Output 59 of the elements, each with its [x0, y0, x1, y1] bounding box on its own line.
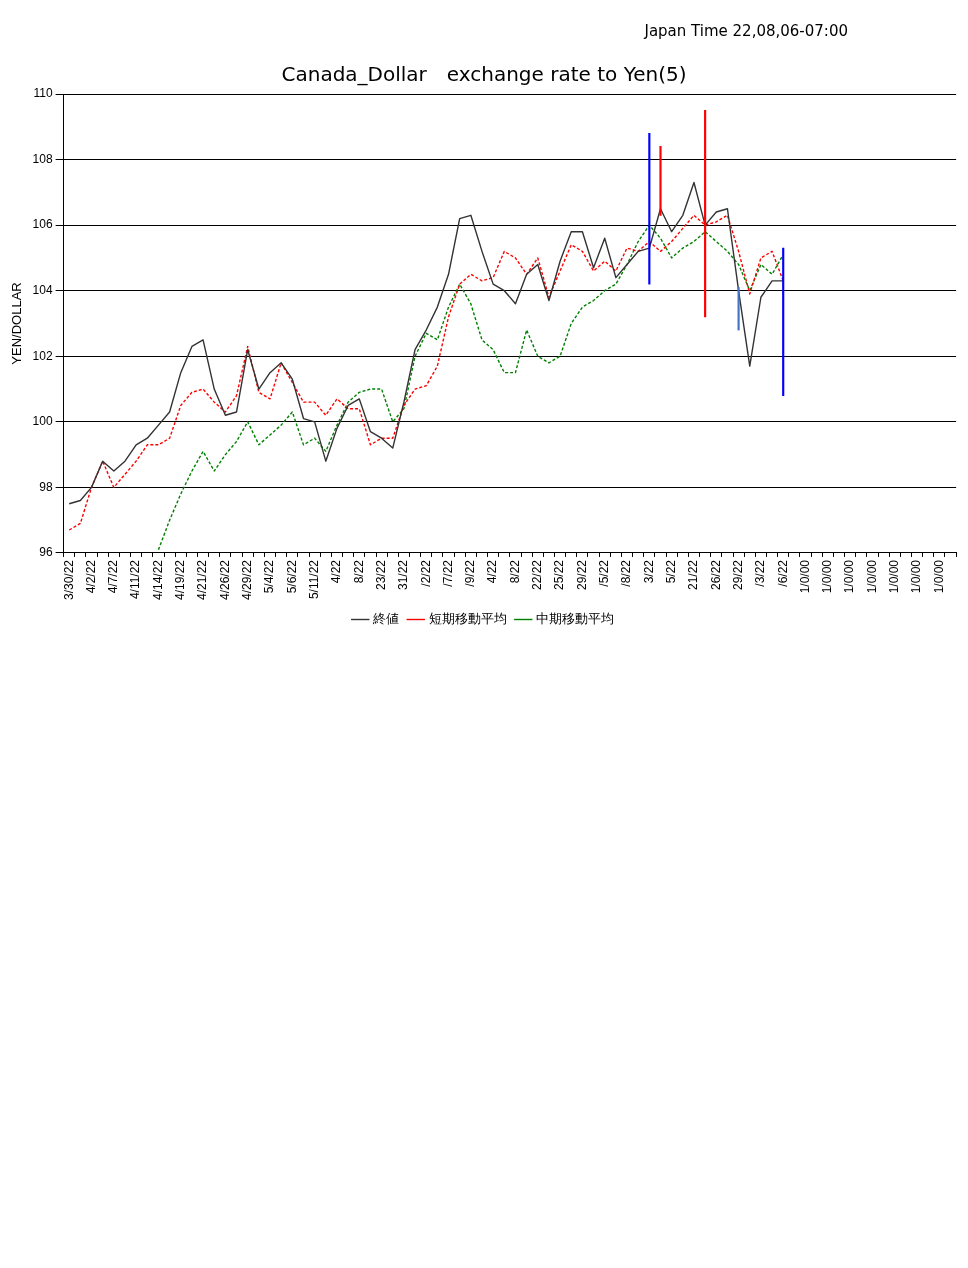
- x-tick-label: 1/0/00: [864, 559, 879, 594]
- line-series: [157, 224, 784, 551]
- x-tick-label: 23/22: [373, 559, 388, 590]
- x-tick-label: 4/11/22: [128, 559, 143, 600]
- x-tick-label: 4/14/22: [150, 559, 165, 601]
- x-tick-label: 26/22: [708, 559, 723, 590]
- x-tick-label: 4/7/22: [106, 559, 121, 594]
- y-tick-label: 102: [32, 348, 53, 363]
- x-tick-label: 29/22: [574, 559, 589, 590]
- legend-label: 終値: [372, 611, 400, 627]
- y-axis-title: YEN/DOLLAR: [9, 282, 25, 365]
- x-tick-label: 1/0/00: [820, 559, 835, 594]
- chart-title: Canada_Dollar exchange rate to Yen(5): [281, 62, 687, 87]
- x-tick-label: 25/22: [552, 559, 567, 590]
- x-tick-label: /5/22: [597, 559, 612, 587]
- x-tick-label: 8/22: [351, 559, 366, 584]
- x-tick-label: 22/22: [530, 559, 545, 590]
- x-tick-label: 4/22: [329, 559, 344, 584]
- x-tick-label: 1/0/00: [887, 559, 902, 594]
- x-tick-label: 4/19/22: [173, 559, 188, 601]
- x-tick-label: 5/4/22: [262, 559, 277, 594]
- x-tick-label: 4/26/22: [217, 559, 232, 601]
- legend-label: 短期移動平均: [428, 611, 507, 627]
- x-tick-label: 21/22: [686, 559, 701, 590]
- x-tick-label: 31/22: [396, 559, 411, 590]
- bar: [659, 146, 662, 216]
- x-tick-label: 1/0/00: [842, 559, 857, 594]
- text: Japan Time 22,08,06-07:00: [644, 22, 848, 40]
- y-tick-label: 98: [39, 479, 53, 494]
- x-tick-label: 3/30/22: [61, 559, 76, 601]
- x-tick-label: 8/22: [507, 559, 522, 584]
- bar: [737, 287, 740, 331]
- x-tick-label: 4/29/22: [240, 559, 255, 601]
- y-tick-label: 110: [33, 86, 53, 101]
- y-tick-label: 106: [32, 217, 53, 232]
- x-tick-label: 4/21/22: [195, 559, 210, 601]
- x-tick-label: /8/22: [619, 559, 634, 587]
- x-tick-label: 5/22: [663, 559, 678, 584]
- x-tick-label: 1/0/00: [931, 559, 946, 594]
- y-tick-label: 96: [39, 545, 53, 560]
- x-tick-label: 4/22: [485, 559, 500, 584]
- x-tick-label: 4/2/22: [83, 559, 98, 594]
- x-tick-label: 29/22: [730, 559, 745, 590]
- x-tick-label: /3/22: [753, 559, 768, 587]
- x-tick-label: /6/22: [775, 559, 790, 587]
- bar: [782, 247, 785, 396]
- y-tick-label: 100: [32, 414, 53, 429]
- x-tick-label: 1/0/00: [909, 559, 924, 594]
- x-tick-label: /7/22: [440, 559, 455, 587]
- x-tick-label: 1/0/00: [797, 559, 812, 594]
- bar: [648, 133, 651, 285]
- x-tick-label: /9/22: [463, 559, 478, 587]
- legend-label: 中期移動平均: [536, 611, 615, 627]
- y-tick-label: 104: [32, 283, 53, 298]
- x-tick-label: 5/6/22: [284, 559, 299, 594]
- y-tick-label: 108: [32, 151, 53, 166]
- x-tick-label: 5/11/22: [306, 559, 321, 600]
- x-tick-label: 3/22: [641, 559, 656, 584]
- x-tick-label: /2/22: [418, 559, 433, 587]
